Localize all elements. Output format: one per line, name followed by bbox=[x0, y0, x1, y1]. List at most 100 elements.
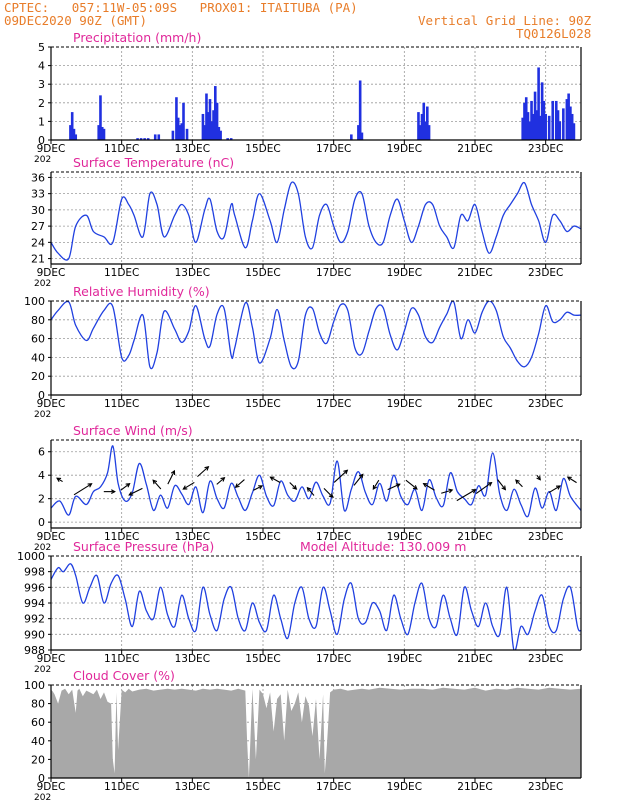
precip-bar bbox=[178, 125, 182, 140]
precip-bar bbox=[535, 110, 539, 140]
precip-bar bbox=[572, 123, 576, 140]
y-tick-label: 994 bbox=[24, 597, 45, 610]
x-tick-label: 19DEC bbox=[387, 653, 422, 665]
precip-bar bbox=[102, 128, 106, 140]
precip-bar bbox=[100, 126, 104, 140]
wind-vector bbox=[515, 479, 523, 488]
temperature-line bbox=[51, 181, 581, 261]
precip-bar bbox=[540, 82, 544, 140]
x-tick-label: 19DEC bbox=[387, 143, 422, 155]
y-tick-label: 5 bbox=[38, 41, 45, 54]
y-tick-label: 2 bbox=[38, 97, 45, 110]
precip-bar bbox=[226, 138, 229, 140]
x-tick-label: 21DEC bbox=[457, 267, 492, 279]
x-tick-label: 13DEC bbox=[175, 531, 210, 543]
precip-bar bbox=[426, 106, 429, 140]
precip-bar bbox=[554, 100, 558, 140]
precip-bar bbox=[418, 125, 422, 140]
y-tick-label: 992 bbox=[24, 613, 45, 626]
precip-bar bbox=[201, 113, 205, 140]
x-tick-label: 21DEC bbox=[457, 531, 492, 543]
precip-bar bbox=[556, 110, 560, 140]
precip-bar bbox=[143, 138, 146, 140]
precip-bar bbox=[208, 99, 212, 140]
precip-bar bbox=[532, 113, 535, 140]
precip-bar bbox=[521, 117, 524, 140]
y-tick-label: 80 bbox=[31, 698, 45, 711]
x-tick-label: 19DEC bbox=[387, 531, 422, 543]
wind-vector bbox=[405, 479, 418, 490]
wind-vector bbox=[216, 477, 226, 485]
precip-bar bbox=[539, 115, 542, 140]
precip-bar bbox=[72, 128, 76, 140]
precip-bar bbox=[528, 121, 532, 140]
x-tick-label: 15DEC bbox=[245, 267, 280, 279]
x-tick-label: 9DEC bbox=[37, 653, 66, 665]
wind-vector bbox=[167, 469, 176, 485]
panel-cloud: Cloud Cover (%) 0 20 40 60 80 100 9DEC 11DEC 13DE… bbox=[24, 668, 582, 800]
panel-title-cloud: Cloud Cover (%) bbox=[73, 668, 175, 683]
precip-bar bbox=[526, 112, 530, 140]
wind-vector bbox=[128, 487, 143, 496]
wind-vector bbox=[103, 489, 116, 495]
x-tick-label: 11DEC bbox=[104, 267, 139, 279]
wind-vector bbox=[353, 473, 364, 486]
wind-vector bbox=[475, 481, 493, 495]
precip-bar bbox=[558, 121, 562, 140]
x-tick-label: 23DEC bbox=[528, 653, 563, 665]
precip-bar bbox=[210, 121, 214, 140]
precip-bar bbox=[70, 112, 74, 140]
wind-vector bbox=[56, 477, 63, 483]
precip-bar bbox=[139, 138, 143, 140]
wind-vector bbox=[566, 476, 577, 484]
x-tick-label: 17DEC bbox=[316, 267, 351, 279]
y-tick-label: 24 bbox=[31, 236, 45, 249]
x-tick-label: 15DEC bbox=[245, 653, 280, 665]
precip-bar bbox=[185, 128, 189, 140]
plot-area-precip bbox=[69, 67, 576, 140]
y-tick-label: 0 bbox=[38, 134, 45, 147]
precip-bar bbox=[97, 125, 100, 140]
precip-bar bbox=[229, 138, 233, 140]
precip-bar bbox=[358, 80, 362, 140]
y-tick-label: 990 bbox=[24, 628, 45, 641]
x-tick-label: 15DEC bbox=[245, 143, 280, 155]
plot-area-humidity bbox=[51, 301, 581, 370]
y-tick-label: 0 bbox=[38, 772, 45, 785]
precip-bar bbox=[551, 100, 555, 140]
precip-bar bbox=[542, 100, 546, 140]
pressure-line bbox=[51, 563, 581, 650]
precip-bar bbox=[215, 102, 219, 140]
wind-vector bbox=[120, 482, 131, 491]
x-tick-label: 13DEC bbox=[175, 267, 210, 279]
wind-vector bbox=[497, 479, 507, 491]
y-tick-label: 80 bbox=[31, 314, 45, 327]
wind-vector bbox=[548, 485, 561, 494]
x-tick-label: 15DEC bbox=[245, 398, 280, 410]
wind-vector bbox=[333, 469, 349, 483]
x-tick-label: 9DEC bbox=[37, 143, 66, 155]
y-tick-label: 60 bbox=[31, 716, 45, 729]
precip-bar bbox=[565, 99, 569, 140]
year-stub: 202 bbox=[34, 155, 51, 165]
x-tick-label: 19DEC bbox=[387, 781, 422, 793]
precip-bar bbox=[524, 97, 528, 140]
precip-bar bbox=[157, 134, 161, 140]
precip-bar bbox=[136, 138, 139, 140]
y-tick-label: 4 bbox=[38, 469, 45, 482]
precip-bar bbox=[205, 93, 208, 140]
x-tick-label: 9DEC bbox=[37, 781, 66, 793]
precip-bar bbox=[146, 138, 150, 140]
y-tick-label: 21 bbox=[31, 253, 45, 266]
humidity-line bbox=[51, 301, 581, 370]
precip-bar bbox=[533, 91, 537, 140]
precip-bar bbox=[569, 106, 572, 140]
panel-annotation-pressure: Model Altitude: 130.009 m bbox=[300, 539, 466, 554]
y-tick-label: 4 bbox=[38, 60, 45, 73]
wind-vector bbox=[234, 479, 245, 489]
wind-vector bbox=[323, 488, 334, 499]
precip-bar bbox=[360, 132, 364, 140]
precip-bar bbox=[544, 113, 547, 140]
x-tick-label: 11DEC bbox=[104, 398, 139, 410]
